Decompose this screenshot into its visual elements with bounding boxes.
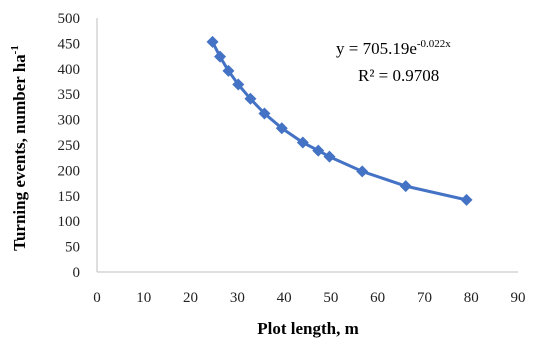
data-point xyxy=(323,150,336,163)
x-axis-title: Plot length, m xyxy=(257,319,359,338)
y-tick-label: 400 xyxy=(58,62,81,78)
x-tick-label: 50 xyxy=(323,290,338,306)
y-axis-title-superscript: -1 xyxy=(9,45,21,54)
equation-prefix: y = 705.19e xyxy=(336,39,417,58)
x-tick-label: 10 xyxy=(136,290,151,306)
y-tick-labels: 0 50 100 150 200 250 300 350 400 450 500 xyxy=(58,11,81,281)
y-axis-title-main: Turning events, number ha xyxy=(10,54,29,251)
trendline-equation: y = 705.19e-0.022x xyxy=(336,38,451,58)
y-tick-label: 150 xyxy=(58,189,81,205)
x-tick-label: 40 xyxy=(277,290,292,306)
data-point xyxy=(275,122,288,135)
x-tick-labels: 0 10 20 30 40 50 60 70 80 90 xyxy=(93,290,525,306)
data-point xyxy=(399,180,412,193)
x-tick-label: 60 xyxy=(370,290,385,306)
data-point xyxy=(296,136,309,149)
data-point xyxy=(460,193,473,206)
x-tick-label: 20 xyxy=(183,290,198,306)
data-point xyxy=(222,64,235,77)
y-tick-label: 300 xyxy=(58,113,81,129)
y-tick-label: 450 xyxy=(58,36,81,52)
r-squared: R² = 0.9708 xyxy=(358,66,439,85)
data-point xyxy=(244,92,257,105)
data-point xyxy=(312,144,325,157)
x-tick-label: 90 xyxy=(511,290,526,306)
x-tick-label: 70 xyxy=(417,290,432,306)
y-tick-label: 50 xyxy=(65,240,80,256)
data-point xyxy=(206,35,219,48)
y-tick-label: 200 xyxy=(58,163,81,179)
x-tick-label: 80 xyxy=(464,290,479,306)
y-tick-label: 500 xyxy=(58,11,81,27)
y-tick-label: 250 xyxy=(58,138,81,154)
y-axis-title: Turning events, number ha-1 xyxy=(9,45,29,251)
series-group xyxy=(206,35,473,206)
data-point xyxy=(232,78,245,91)
data-point xyxy=(356,165,369,178)
equation-exponent: -0.022x xyxy=(417,38,451,50)
data-point xyxy=(214,50,227,63)
y-tick-label: 100 xyxy=(58,214,81,230)
x-tick-label: 0 xyxy=(93,290,101,306)
x-tick-label: 30 xyxy=(230,290,245,306)
y-tick-label: 0 xyxy=(73,265,81,281)
data-point xyxy=(258,107,271,120)
y-tick-label: 350 xyxy=(58,87,81,103)
